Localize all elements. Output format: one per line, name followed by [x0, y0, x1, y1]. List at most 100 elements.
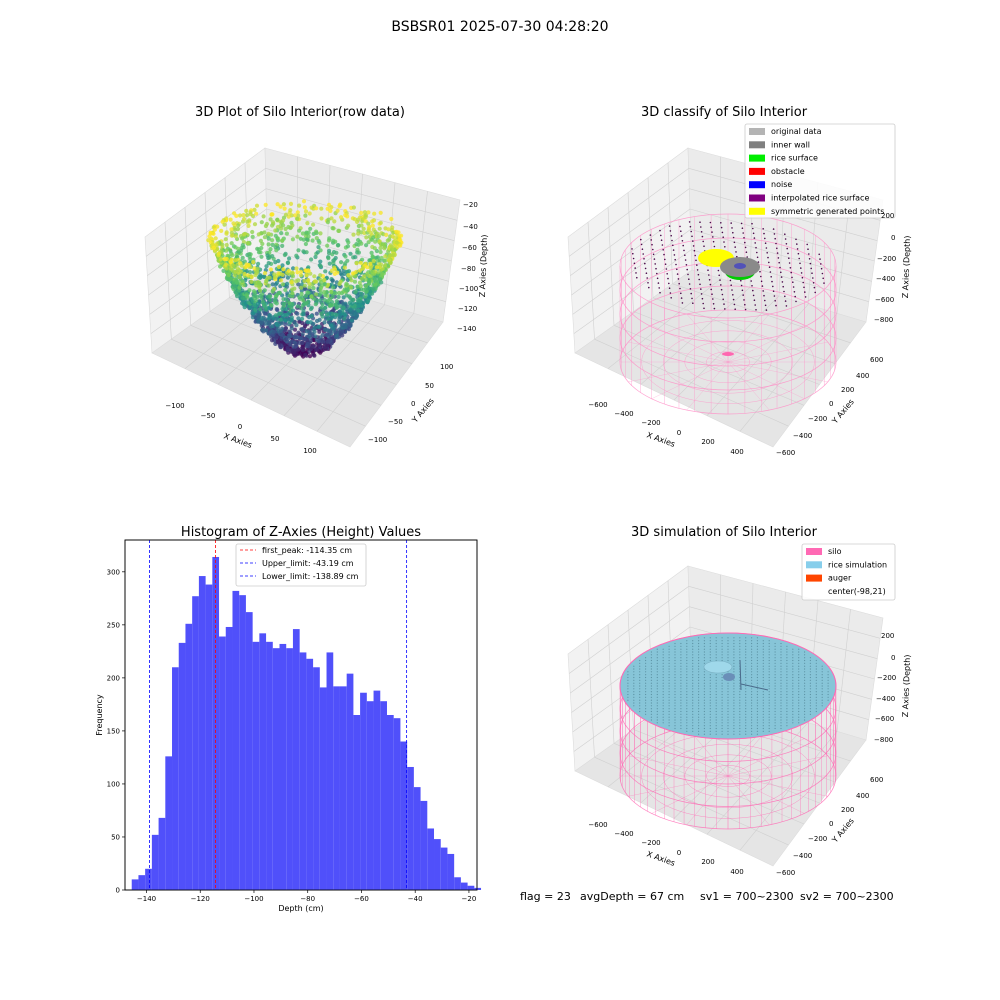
- data-point: [328, 303, 333, 308]
- simulation-point: [721, 696, 723, 698]
- data-point: [364, 235, 369, 240]
- histogram-bar: [333, 686, 340, 890]
- surface-point: [744, 246, 747, 249]
- simulation-point: [627, 682, 629, 684]
- data-point: [318, 298, 323, 303]
- simulation-point: [703, 691, 706, 693]
- simulation-point: [639, 679, 641, 681]
- simulation-point: [715, 651, 717, 653]
- surface-point: [752, 289, 754, 292]
- simulation-point: [727, 642, 729, 645]
- data-point: [320, 302, 325, 307]
- data-point: [389, 216, 394, 222]
- simulation-point: [703, 648, 706, 650]
- simulation-point: [715, 702, 717, 704]
- surface-point: [696, 269, 699, 271]
- simulation-point: [674, 659, 676, 662]
- simulation-point: [780, 682, 782, 684]
- surface-point: [797, 252, 800, 255]
- simulation-point: [650, 691, 653, 693]
- data-point: [345, 318, 350, 323]
- simulation-point: [745, 645, 747, 647]
- data-point: [294, 253, 299, 258]
- simulation-point: [709, 696, 711, 698]
- data-point: [221, 268, 226, 273]
- data-point: [254, 271, 259, 276]
- data-point: [318, 231, 323, 236]
- simulation-point: [656, 710, 658, 713]
- surface-point: [672, 244, 674, 247]
- surface-point: [710, 288, 712, 291]
- simulation-point: [650, 696, 653, 698]
- surface-point: [744, 303, 746, 306]
- data-point: [302, 283, 307, 288]
- simulation-point: [751, 733, 753, 735]
- simulation-point: [733, 648, 735, 650]
- data-point: [378, 249, 383, 255]
- surface-point: [809, 262, 812, 265]
- y-tick-label: 400: [856, 792, 869, 800]
- simulation-point: [786, 725, 788, 727]
- simulation-point: [727, 657, 729, 659]
- simulation-point: [774, 642, 776, 645]
- simulation-point: [668, 710, 670, 713]
- simulation-point: [768, 719, 770, 721]
- simulation-point: [780, 676, 782, 679]
- surface-point: [664, 263, 667, 266]
- simulation-point: [762, 730, 764, 732]
- simulation-point: [668, 676, 670, 679]
- data-point: [383, 254, 388, 259]
- legend-swatch: [749, 181, 765, 189]
- surface-point: [708, 274, 710, 276]
- histogram-bar: [259, 633, 267, 890]
- surface-point: [814, 291, 816, 294]
- simulation-point: [762, 662, 764, 664]
- simulation-point: [703, 640, 706, 642]
- surface-point: [773, 295, 776, 297]
- data-point: [318, 273, 323, 278]
- silo-floor-spoke: [727, 313, 770, 363]
- simulation-point: [798, 702, 800, 704]
- data-point: [272, 275, 277, 280]
- simulation-point: [774, 685, 776, 687]
- surface-point: [822, 277, 824, 280]
- data-point: [259, 321, 264, 326]
- data-point: [232, 227, 237, 232]
- simulation-point: [650, 676, 653, 679]
- surface-point: [720, 222, 722, 224]
- simulation-point: [715, 713, 717, 715]
- simulation-point: [698, 725, 700, 727]
- simulation-point: [721, 674, 723, 676]
- simulation-point: [674, 651, 676, 653]
- surface-point: [782, 285, 784, 288]
- surface-point: [648, 286, 650, 289]
- simulation-point: [815, 676, 817, 679]
- simulation-point: [780, 710, 782, 713]
- surface-point: [799, 262, 801, 265]
- histogram-bar: [366, 701, 374, 890]
- simulation-point: [698, 730, 700, 732]
- data-point: [263, 202, 268, 207]
- simulation-point: [756, 651, 759, 653]
- data-point: [215, 246, 220, 251]
- data-point: [273, 313, 279, 318]
- histogram-bar: [205, 584, 213, 890]
- simulation-point: [703, 642, 706, 645]
- data-point: [316, 245, 321, 250]
- data-point: [252, 266, 257, 271]
- surface-point: [688, 283, 691, 285]
- y-tick-label: −400: [793, 852, 812, 860]
- data-point: [311, 344, 316, 349]
- surface-point: [764, 299, 766, 302]
- simulation-point: [733, 733, 735, 735]
- surface-point: [774, 237, 776, 240]
- simulation-point: [709, 640, 711, 642]
- data-point: [273, 296, 278, 302]
- surface-point: [722, 298, 724, 301]
- data-point: [331, 308, 336, 313]
- simulation-point: [798, 659, 800, 662]
- data-point: [266, 261, 271, 266]
- surface-point: [713, 307, 716, 310]
- simulation-point: [774, 699, 776, 701]
- simulation-point: [639, 665, 641, 667]
